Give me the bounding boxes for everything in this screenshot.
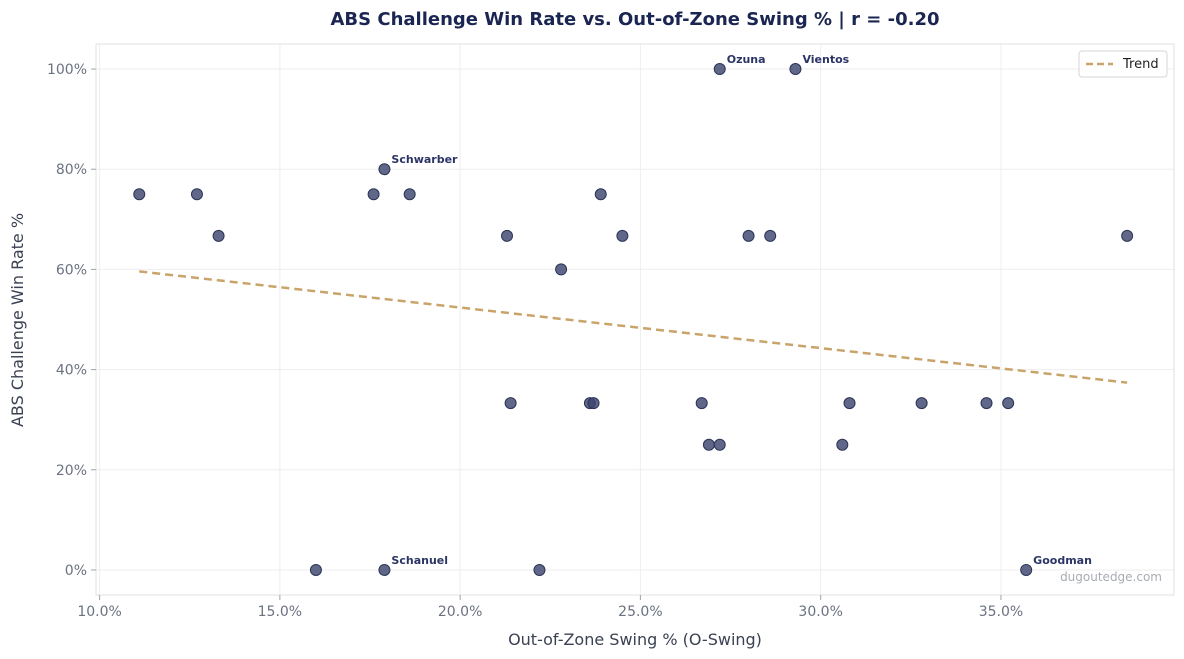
data-point: [594, 188, 607, 201]
point-annotations: Schwarber Schanuel Ozuna Vientos Goodman: [391, 53, 1091, 567]
data-point: [915, 397, 928, 410]
data-point: [843, 397, 856, 410]
data-point: [836, 438, 849, 451]
data-point: [378, 563, 391, 576]
data-point: [190, 188, 203, 201]
y-tick-label: 60%: [56, 262, 87, 278]
y-tick-label: 100%: [47, 62, 87, 78]
point-label: Vientos: [802, 53, 849, 66]
legend-trend-label: Trend: [1122, 57, 1159, 72]
y-tick-label: 20%: [56, 463, 87, 479]
chart-title: ABS Challenge Win Rate vs. Out-of-Zone S…: [330, 9, 939, 30]
watermark: dugoutedge.com: [1060, 570, 1162, 584]
data-point: [1121, 229, 1134, 242]
data-point: [764, 229, 777, 242]
y-tick-label: 0%: [65, 563, 87, 579]
data-point: [702, 438, 715, 451]
data-point: [616, 229, 629, 242]
trend-line: [139, 270, 1128, 384]
y-tick-label: 80%: [56, 162, 87, 178]
x-axis-label: Out-of-Zone Swing % (O-Swing): [508, 630, 762, 649]
point-label: Goodman: [1033, 554, 1092, 567]
point-label: Schwarber: [391, 153, 458, 166]
trend-line-group: [139, 270, 1128, 384]
data-point: [742, 229, 755, 242]
data-point: [533, 563, 546, 576]
data-point: [980, 397, 993, 410]
x-tick-label: 20.0%: [438, 604, 482, 620]
data-point: [212, 229, 225, 242]
x-tick-label: 25.0%: [618, 604, 662, 620]
data-point: [789, 63, 802, 76]
data-points: [133, 63, 1134, 576]
data-point: [713, 63, 726, 76]
data-point: [1020, 563, 1033, 576]
point-label: Ozuna: [727, 53, 766, 66]
data-point: [403, 188, 416, 201]
data-point: [501, 229, 514, 242]
data-point: [587, 397, 600, 410]
data-point: [713, 438, 726, 451]
x-tick-label: 10.0%: [77, 604, 121, 620]
legend-box: [1078, 50, 1168, 78]
data-point: [367, 188, 380, 201]
data-point: [378, 163, 391, 176]
x-axis-ticks: 10.0% 15.0% 20.0% 25.0% 30.0% 35.0%: [77, 595, 1023, 620]
data-point: [504, 397, 517, 410]
data-point: [1002, 397, 1015, 410]
legend: Trend: [1078, 50, 1168, 78]
y-axis-label: ABS Challenge Win Rate %: [8, 213, 27, 427]
y-axis-ticks: 0% 20% 40% 60% 80% 100%: [47, 62, 96, 579]
data-point: [555, 263, 568, 276]
y-tick-label: 40%: [56, 363, 87, 379]
grid-lines: [96, 44, 1174, 595]
x-tick-label: 30.0%: [798, 604, 842, 620]
x-tick-label: 35.0%: [979, 604, 1023, 620]
x-tick-label: 15.0%: [258, 604, 302, 620]
data-point: [309, 563, 322, 576]
plot-frame: [95, 43, 1175, 596]
point-label: Schanuel: [391, 554, 448, 567]
data-point: [133, 188, 146, 201]
data-point: [695, 397, 708, 410]
